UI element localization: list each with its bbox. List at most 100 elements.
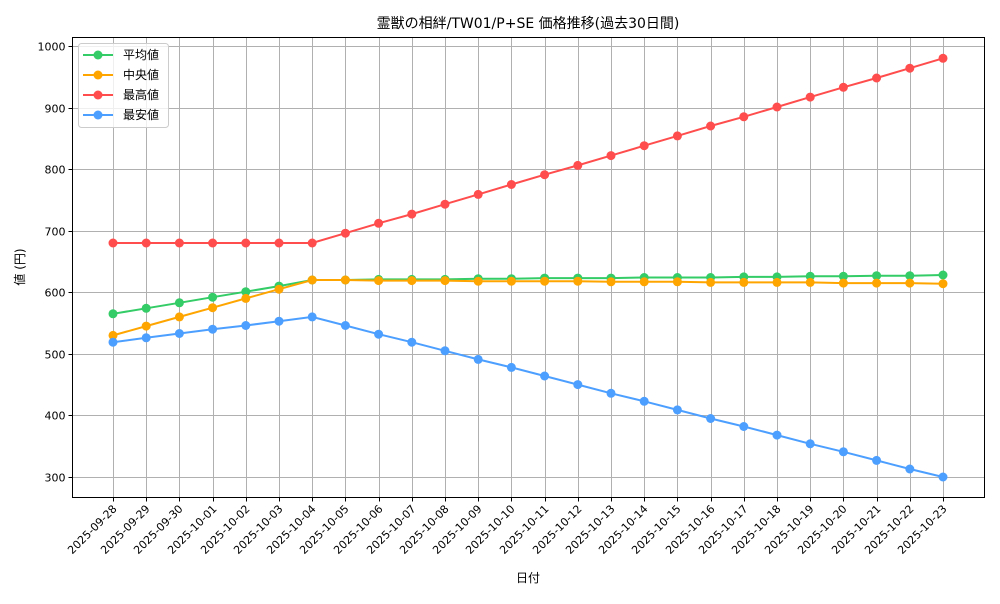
data-point-marker [739, 112, 749, 122]
data-point-marker [872, 278, 882, 288]
chart-title: 霊獣の相絆/TW01/P+SE 価格推移(過去30日間) [377, 16, 680, 32]
data-point-marker [473, 354, 483, 364]
data-point-marker [440, 346, 450, 356]
data-point-marker [374, 329, 384, 339]
y-tick-label: 400 [45, 410, 66, 423]
data-point-marker [540, 371, 550, 381]
data-point-marker [772, 430, 782, 440]
data-point-marker [540, 170, 550, 180]
data-point-marker [805, 439, 815, 449]
data-point-marker [407, 276, 417, 286]
series-2 [108, 53, 948, 248]
data-point-marker [340, 228, 350, 238]
data-point-marker [506, 276, 516, 286]
series-3 [108, 312, 948, 482]
data-point-marker [440, 276, 450, 286]
data-point-marker [174, 329, 184, 338]
series-line [112, 315, 944, 478]
data-point-marker [540, 276, 550, 286]
data-point-marker [905, 63, 915, 73]
data-point-marker [938, 270, 948, 280]
y-tick-label: 900 [45, 103, 66, 116]
data-point-marker [838, 82, 848, 92]
data-point-marker [340, 275, 350, 285]
data-point-marker [506, 180, 516, 189]
data-point-marker [374, 218, 384, 228]
y-tick-label: 1000 [38, 41, 66, 54]
data-point-marker [706, 121, 716, 131]
data-point-marker [805, 92, 815, 102]
data-point-marker [639, 396, 649, 406]
data-point-marker [108, 309, 118, 319]
data-point-marker [805, 277, 815, 287]
series-1 [108, 275, 948, 340]
data-point-marker [739, 277, 749, 287]
data-point-marker [506, 362, 516, 372]
data-point-marker [573, 380, 583, 390]
data-point-marker [772, 277, 782, 287]
data-point-marker [606, 277, 616, 287]
data-point-marker [407, 209, 417, 219]
data-point-marker [706, 277, 716, 287]
data-point-marker [739, 422, 749, 431]
x-axis-label: 日付 [516, 571, 540, 585]
legend-label: 平均値 [123, 47, 159, 62]
data-point-marker [772, 102, 782, 112]
data-point-marker [274, 238, 284, 248]
data-point-marker [905, 271, 915, 281]
data-point-marker [672, 405, 682, 415]
y-tick-label: 500 [45, 349, 66, 362]
data-point-marker [872, 73, 882, 83]
series-line [112, 279, 944, 337]
data-point-marker [141, 303, 151, 313]
data-point-marker [340, 321, 350, 330]
data-point-marker [241, 238, 251, 248]
legend-box [78, 43, 169, 128]
data-point-marker [838, 447, 848, 457]
y-axis-label: 値 (円) [12, 248, 27, 285]
data-point-marker [307, 312, 317, 322]
series-line [112, 274, 944, 315]
data-point-marker [938, 53, 948, 63]
data-point-marker [473, 189, 483, 199]
data-point-marker [606, 388, 616, 398]
legend-label: 最安値 [123, 107, 159, 122]
y-tick-label: 300 [45, 472, 66, 485]
data-point-marker [108, 238, 118, 248]
data-point-marker [573, 276, 583, 286]
data-point-marker [706, 414, 716, 423]
x-axis: 2025-09-282025-09-292025-09-302025-10-01… [65, 497, 950, 557]
data-point-marker [274, 284, 284, 294]
data-point-marker [905, 464, 915, 474]
legend-label: 中央値 [123, 67, 159, 82]
data-point-marker [838, 278, 848, 288]
data-point-marker [108, 337, 118, 347]
legend-marker-icon [93, 90, 103, 100]
data-point-marker [473, 276, 483, 286]
data-point-marker [407, 337, 417, 347]
data-point-marker [208, 238, 218, 248]
legend-marker-icon [93, 70, 103, 80]
data-point-marker [208, 324, 218, 334]
legend-label: 最高値 [123, 87, 159, 102]
data-point-marker [174, 312, 184, 322]
data-point-marker [108, 330, 118, 340]
gridlines [72, 37, 985, 498]
series-lines [108, 53, 948, 482]
data-point-marker [208, 303, 218, 313]
data-point-marker [639, 277, 649, 287]
data-point-marker [307, 275, 317, 285]
plot-frame [72, 37, 985, 498]
data-point-marker [241, 287, 251, 297]
data-point-marker [672, 131, 682, 141]
data-point-marker [241, 293, 251, 303]
data-point-marker [606, 151, 616, 161]
data-point-marker [141, 321, 151, 331]
data-point-marker [241, 321, 251, 330]
data-point-marker [639, 141, 649, 151]
y-tick-label: 700 [45, 226, 66, 239]
data-point-marker [838, 271, 848, 281]
